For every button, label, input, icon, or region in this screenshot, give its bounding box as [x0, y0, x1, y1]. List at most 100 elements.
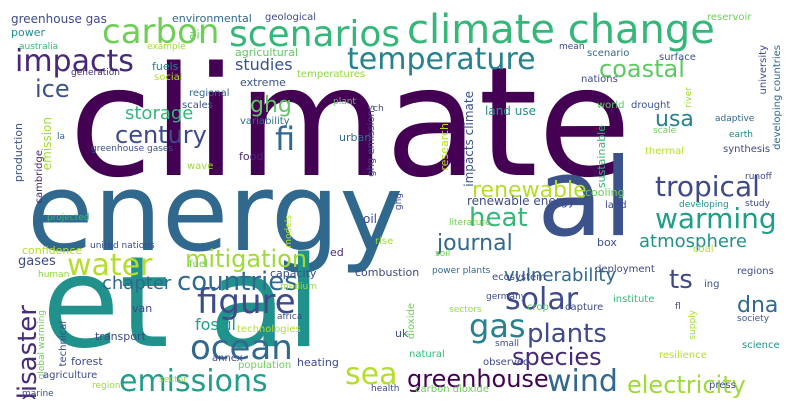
- word-al: al: [537, 136, 634, 261]
- word-global-warming: global warming: [37, 310, 47, 380]
- word-studies: studies: [235, 55, 293, 74]
- word-germany: germany: [486, 292, 527, 302]
- word-agriculture: agriculture: [43, 370, 98, 381]
- word-energy: energy: [27, 151, 404, 276]
- word-wave: wave: [187, 161, 214, 172]
- word-river: river: [684, 87, 694, 108]
- word-small: small: [495, 339, 519, 349]
- word-united-nations: united nations: [90, 241, 155, 251]
- word-marine: marine: [22, 389, 54, 399]
- word-ghg-small: ghg: [394, 193, 404, 211]
- word-medium: medium: [280, 282, 317, 292]
- word-uk: uk: [395, 327, 409, 340]
- word-example: example: [147, 42, 186, 52]
- word-human: human: [38, 270, 70, 280]
- word-developing: developing: [679, 200, 729, 210]
- word-chapter: chapter: [102, 273, 172, 294]
- word-cooling: cooling: [585, 186, 625, 199]
- word-renewable-energy: renewable energy: [467, 194, 576, 208]
- word-supply: supply: [688, 310, 698, 340]
- word-generation: generation: [71, 68, 120, 78]
- word-agricultural: agricultural: [235, 46, 298, 59]
- word-regional: regional: [189, 88, 230, 99]
- word-ch: ch: [373, 104, 384, 114]
- word-mitigation: mitigation: [185, 245, 308, 273]
- word-land-use: land use: [485, 104, 536, 118]
- word-plant: plant: [333, 97, 356, 107]
- word-scenario: scenario: [587, 48, 630, 59]
- word-greenhouse-gases: greenhouse gases: [91, 144, 174, 154]
- word-scales: scales: [182, 100, 213, 111]
- word-ts: ts: [669, 265, 693, 295]
- word-box: box: [597, 236, 617, 249]
- word-fossil: fossil: [195, 315, 236, 334]
- word-vulnerability: vulnerability: [504, 265, 617, 286]
- word-production: production: [12, 123, 25, 183]
- word-reservoir: reservoir: [707, 12, 752, 23]
- word-scenarios: scenarios: [229, 14, 401, 55]
- word-cloud: climate energy et al al climate change s…: [7, 5, 783, 399]
- word-fuel: fuel: [189, 259, 208, 270]
- word-journal: journal: [437, 231, 513, 256]
- word-climate-change: climate change: [407, 7, 715, 53]
- word-technologies: technologies: [237, 324, 301, 335]
- word-transport: transport: [95, 330, 146, 343]
- word-ecosystem: ecosystem: [492, 272, 546, 283]
- word-thermal: thermal: [645, 146, 684, 157]
- word-combustion: combustion: [355, 266, 420, 279]
- word-usa: usa: [655, 107, 694, 132]
- word-developing-countries: developing countries: [772, 45, 783, 150]
- word-power-plants: power plants: [432, 266, 491, 276]
- word-tropical: tropical: [655, 170, 760, 203]
- word-population: population: [238, 360, 292, 371]
- word-observed: observed: [483, 357, 530, 368]
- word-press: press: [709, 380, 736, 391]
- word-land: land: [605, 200, 627, 211]
- word-ghg: ghg: [250, 93, 292, 118]
- word-temperatures: temperatures: [297, 69, 366, 80]
- word-science: science: [742, 340, 780, 351]
- word-adaptive: adaptive: [715, 114, 755, 124]
- word-impacts-climate: impacts climate: [462, 91, 476, 187]
- word-gas: gas: [469, 307, 526, 345]
- word-earth: earth: [729, 130, 753, 140]
- word-surface: surface: [659, 52, 696, 63]
- word-temperature: temperature: [347, 42, 536, 77]
- word-ed: ed: [330, 246, 344, 259]
- word-rise: rise: [375, 236, 394, 247]
- word-nations: nations: [581, 74, 618, 85]
- word-carbon: carbon: [102, 12, 220, 52]
- word-dioxide: dioxide: [406, 303, 417, 340]
- word-scale: scale: [653, 126, 677, 136]
- word-sea: sea: [345, 357, 398, 392]
- word-coastal: coastal: [599, 55, 685, 83]
- word-mean: mean: [559, 42, 585, 52]
- word-solar: solar: [505, 282, 579, 317]
- word-ice: ice: [35, 75, 70, 103]
- word-oil: oil: [363, 212, 378, 226]
- word-gases: gases: [18, 254, 56, 269]
- word-carbon-dioxide: carbon dioxide: [415, 384, 489, 395]
- word-ghg-emissions: ghg emissions: [366, 105, 377, 177]
- word-la: la: [57, 132, 66, 142]
- word-storage: storage: [125, 103, 194, 124]
- word-fi: fi: [275, 120, 296, 158]
- word-drought: drought: [631, 100, 671, 111]
- word-species: species: [512, 343, 602, 371]
- word-confidence: confidence: [22, 244, 83, 257]
- word-atmosphere: atmosphere: [639, 231, 747, 252]
- word-environmental: environmental: [172, 12, 252, 25]
- word-resilience: resilience: [659, 350, 707, 361]
- word-sector: sector: [159, 375, 187, 385]
- word-social: social: [154, 72, 183, 83]
- word-dna: dna: [737, 293, 779, 318]
- word-water: water: [67, 248, 153, 283]
- word-power: power: [11, 26, 45, 39]
- word-models: models: [284, 215, 294, 248]
- word-synthesis: synthesis: [723, 144, 771, 155]
- word-impacts: impacts: [15, 44, 134, 79]
- word-sustainable: sustainable: [595, 125, 608, 189]
- word-figure: figure: [197, 282, 296, 322]
- word-heat: heat: [469, 203, 528, 233]
- word-fl: fl: [675, 302, 681, 312]
